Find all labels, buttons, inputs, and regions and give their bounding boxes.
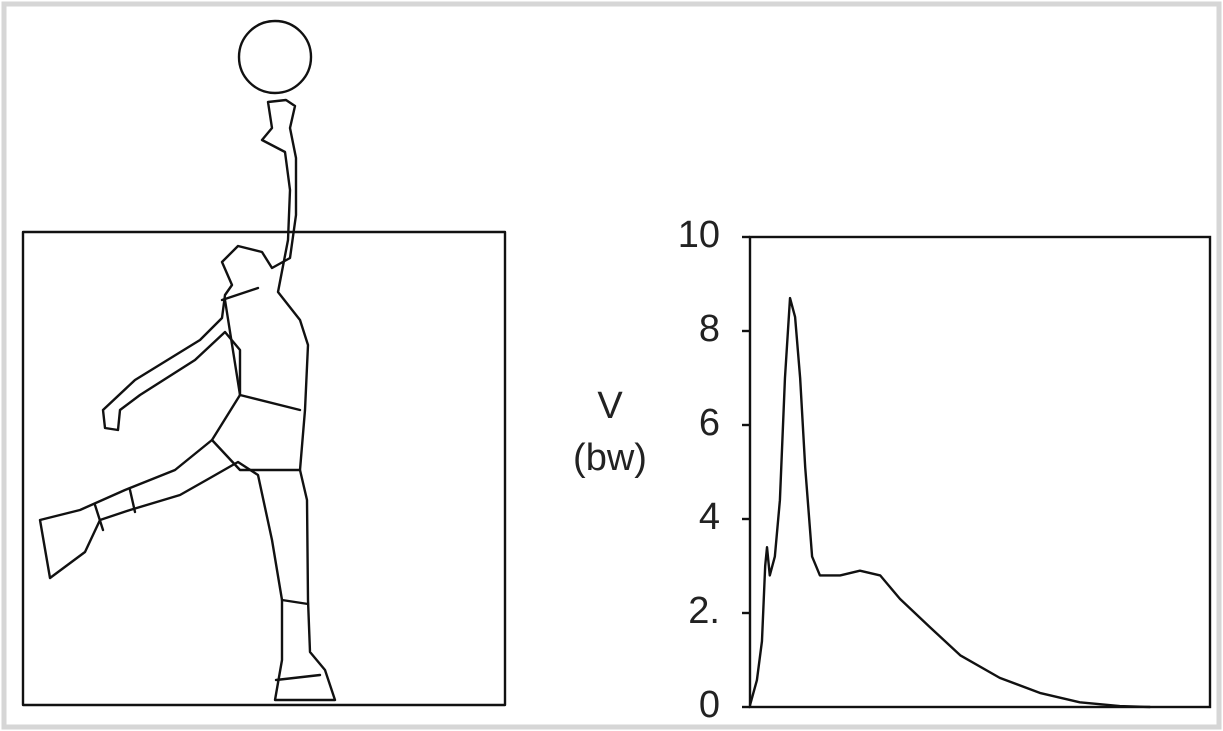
y-tick-label: 0 (699, 684, 720, 726)
y-tick-label: 2. (688, 590, 720, 632)
y-axis-label: (bw) (573, 437, 647, 479)
y-tick-label: 10 (678, 214, 720, 256)
ball (239, 21, 311, 93)
y-axis-label: V (597, 385, 623, 427)
illustration-box (23, 232, 505, 705)
plot-frame (750, 237, 1210, 707)
figure: V (bw) 0 2. 4 6 8 10 (0, 0, 1223, 731)
force-curve (750, 298, 1150, 707)
y-tick-label: 8 (699, 308, 720, 350)
player (40, 100, 335, 700)
player-illustration (23, 21, 505, 705)
y-tick-label: 4 (699, 496, 720, 538)
y-tick-label: 6 (699, 402, 720, 444)
